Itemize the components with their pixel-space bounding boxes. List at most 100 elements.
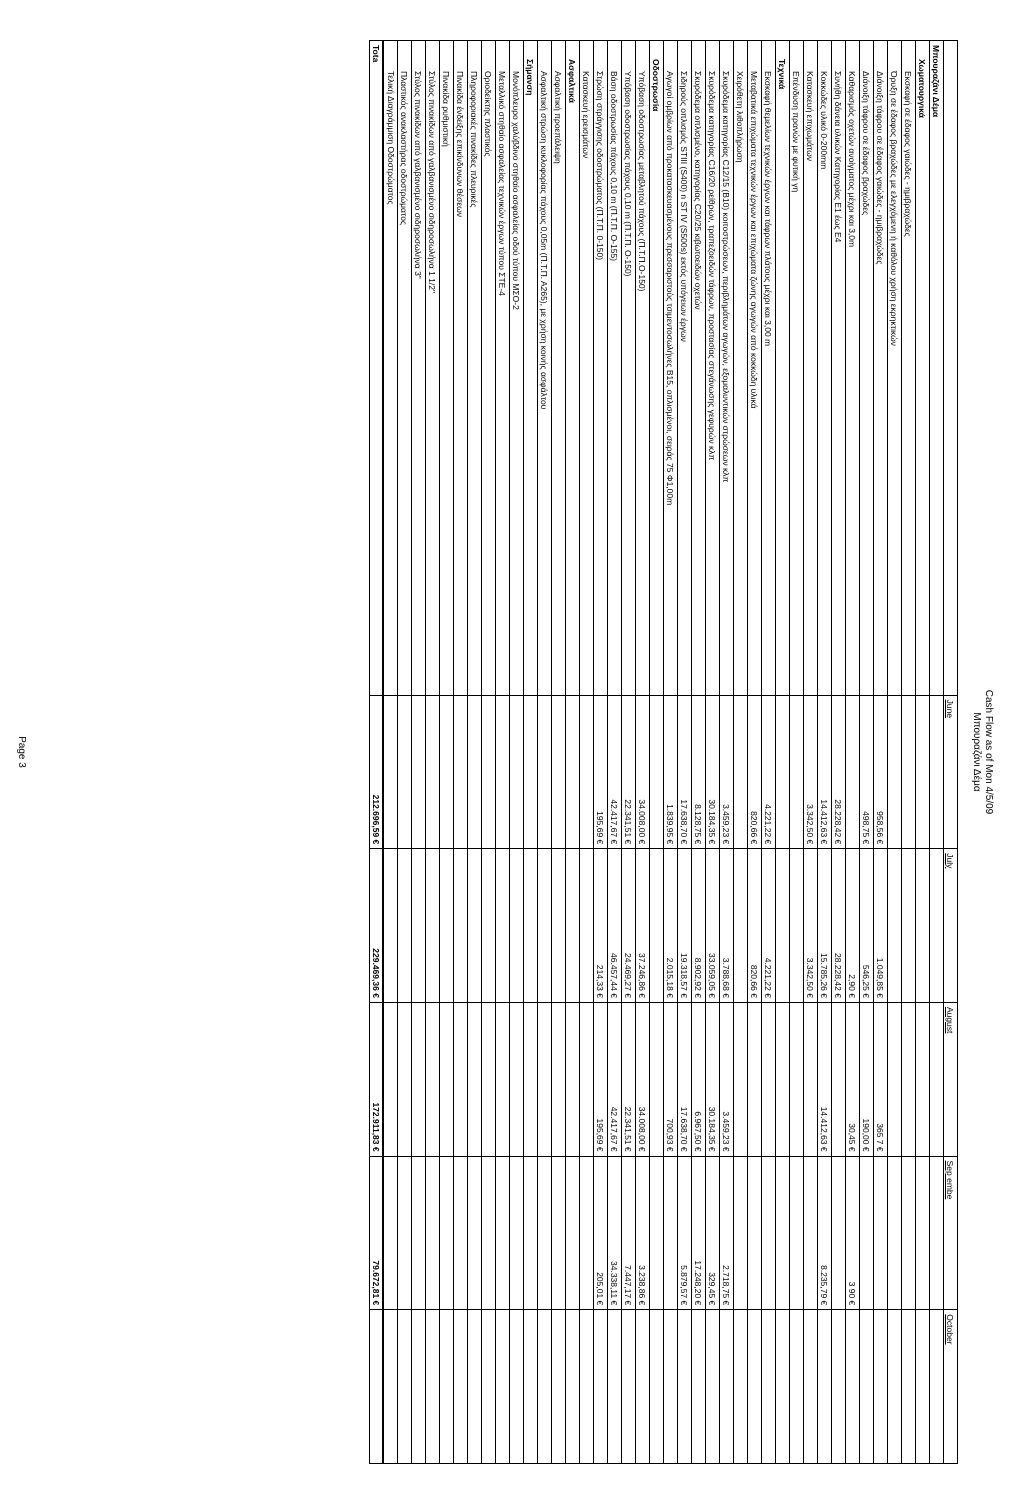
row-value — [468, 1310, 482, 1464]
row-value: 42.417,67 € — [608, 695, 622, 849]
row-value — [552, 1310, 566, 1464]
table-row: Ασφαλτική προεπάλειψη — [552, 41, 566, 1464]
table-row: Πλαστικός ανακλαστήρας οδοστρώματος — [398, 41, 412, 1464]
row-value — [804, 1002, 818, 1156]
row-value — [426, 695, 440, 849]
table-row: Πινακίδα ρυθμιστική — [440, 41, 454, 1464]
row-value: 3.342,50 € — [804, 849, 818, 1003]
row-value — [566, 1156, 580, 1310]
row-value: 3.788,68 € — [720, 849, 734, 1003]
row-value: 15.785,26 € — [818, 849, 832, 1003]
row-value — [426, 1156, 440, 1310]
row-value: 1.049,85 € — [874, 849, 888, 1003]
row-value — [930, 695, 944, 849]
row-value: 214,33 € — [594, 849, 608, 1003]
row-value — [398, 1156, 412, 1310]
row-value — [832, 1310, 846, 1464]
table-row: Στύλος πινακίδων από γαλβανισμένο σιδηρο… — [412, 41, 426, 1464]
row-value: 30,45 € — [846, 1002, 860, 1156]
row-value — [496, 1002, 510, 1156]
row-desc: Χωματουργικά — [916, 41, 930, 696]
row-value: 700,93 € — [664, 1002, 678, 1156]
row-value — [650, 1002, 664, 1156]
row-value — [916, 849, 930, 1003]
row-value: 14.412,63 € — [818, 1002, 832, 1156]
row-value — [916, 1156, 930, 1310]
row-value — [524, 1002, 538, 1156]
row-value — [888, 1310, 902, 1464]
table-row: Βάση οδοστρωσίας πάχους 0,10 m (Π.Τ.Π. Ο… — [608, 41, 622, 1464]
row-value: 195,69 € — [594, 695, 608, 849]
row-value — [524, 695, 538, 849]
row-desc: Συνήθη δάνεια υλικών Κατηγορίας Ε1 έως Ε… — [832, 41, 846, 696]
row-value — [846, 1310, 860, 1464]
row-desc: Πινακίδα ένδειξης επικίνδυνων θέσεων — [454, 41, 468, 696]
table-row: Ασφαλτικά — [566, 41, 580, 1464]
row-desc: Υπόβαση οδοστρωσίας πάχους 0,10 m (Π.Τ.Π… — [622, 41, 636, 696]
row-value: 28.228,42 € — [832, 695, 846, 849]
row-value — [734, 849, 748, 1003]
row-value — [832, 1002, 846, 1156]
row-value: 30.184,35 € — [706, 1002, 720, 1156]
row-value: 2.718,75 € — [720, 1156, 734, 1310]
row-value — [384, 1002, 398, 1156]
row-desc: Τεχνικά — [776, 41, 790, 696]
col-june: June — [944, 695, 958, 849]
row-value — [566, 1002, 580, 1156]
row-value: 8.902,92 € — [692, 849, 706, 1003]
row-desc: Μεταλλικό στηθαίο ασφαλείας τεχνικών έργ… — [496, 41, 510, 696]
row-desc: Βάση οδοστρωσίας πάχους 0,10 m (Π.Τ.Π. Ο… — [608, 41, 622, 696]
table-row: Εκσκαφή θεμελίων τεχνικών έργων και τάφρ… — [762, 41, 776, 1464]
row-value — [468, 1156, 482, 1310]
row-value — [440, 849, 454, 1003]
row-value — [776, 695, 790, 849]
row-desc: Στύλος πινακίδων από γαλβανισμένο σιδηρο… — [412, 41, 426, 696]
row-value: 3.459,23 € — [720, 1002, 734, 1156]
row-value — [510, 1002, 524, 1156]
row-desc: Ασφαλτική προεπάλειψη — [552, 41, 566, 696]
row-value: 46.457,44 € — [608, 849, 622, 1003]
row-value — [734, 695, 748, 849]
row-value: 4.221,22 € — [762, 849, 776, 1003]
total-june: 212.696,59 € — [370, 695, 384, 849]
row-desc: Στύλος πινακίδων από γαλβανισμένο σιδηρο… — [426, 41, 440, 696]
row-value — [902, 695, 916, 849]
row-value — [580, 849, 594, 1003]
row-value — [790, 695, 804, 849]
row-value: 22.341,51 € — [622, 695, 636, 849]
row-value — [482, 695, 496, 849]
row-desc: Οριοδείκτης πλαστικός — [482, 41, 496, 696]
row-value — [916, 1310, 930, 1464]
row-value — [482, 1310, 496, 1464]
row-value — [776, 1156, 790, 1310]
row-value: 22.341,51 € — [622, 1002, 636, 1156]
row-desc: Όρυξη σε έδαφος βραχώδες με ελεγχόμενη ή… — [888, 41, 902, 696]
row-value: 195,69 € — [594, 1002, 608, 1156]
total-sept: 79.672,81 € — [370, 1156, 384, 1310]
table-row: Μεταλλικό στηθαίο ασφαλείας τεχνικών έργ… — [496, 41, 510, 1464]
row-desc: Σκυρόδεμα οπλισμένο, κατηγορίας C20/25 κ… — [692, 41, 706, 696]
row-value — [524, 1310, 538, 1464]
row-value: 42.417,67 € — [608, 1002, 622, 1156]
row-value — [496, 1156, 510, 1310]
row-value: 17.638,70 € — [678, 1002, 692, 1156]
row-value — [454, 1002, 468, 1156]
row-value: 17.638,70 € — [678, 695, 692, 849]
row-value — [930, 1002, 944, 1156]
row-value — [930, 1310, 944, 1464]
row-value — [874, 1156, 888, 1310]
col-july: July — [944, 849, 958, 1003]
total-july: 229.469,36 € — [370, 849, 384, 1003]
row-desc: Οδοστρωσία — [650, 41, 664, 696]
row-desc: Σήμανση — [524, 41, 538, 696]
row-value — [538, 1156, 552, 1310]
table-row: Χειρόθετη λιθοπλήρωση — [734, 41, 748, 1464]
row-value — [482, 1156, 496, 1310]
row-value — [762, 1002, 776, 1156]
row-value: 365 7 € — [874, 1002, 888, 1156]
row-desc: Υπόβαση οδοστρωσίας μεταβλητού πάχους (Π… — [636, 41, 650, 696]
row-value — [776, 849, 790, 1003]
col-sept: Sep embe — [944, 1156, 958, 1310]
row-desc: Επένδυση πρανών με φυτική γη — [790, 41, 804, 696]
table-row: Υπόβαση οδοστρωσίας πάχους 0,10 m (Π.Τ.Π… — [622, 41, 636, 1464]
